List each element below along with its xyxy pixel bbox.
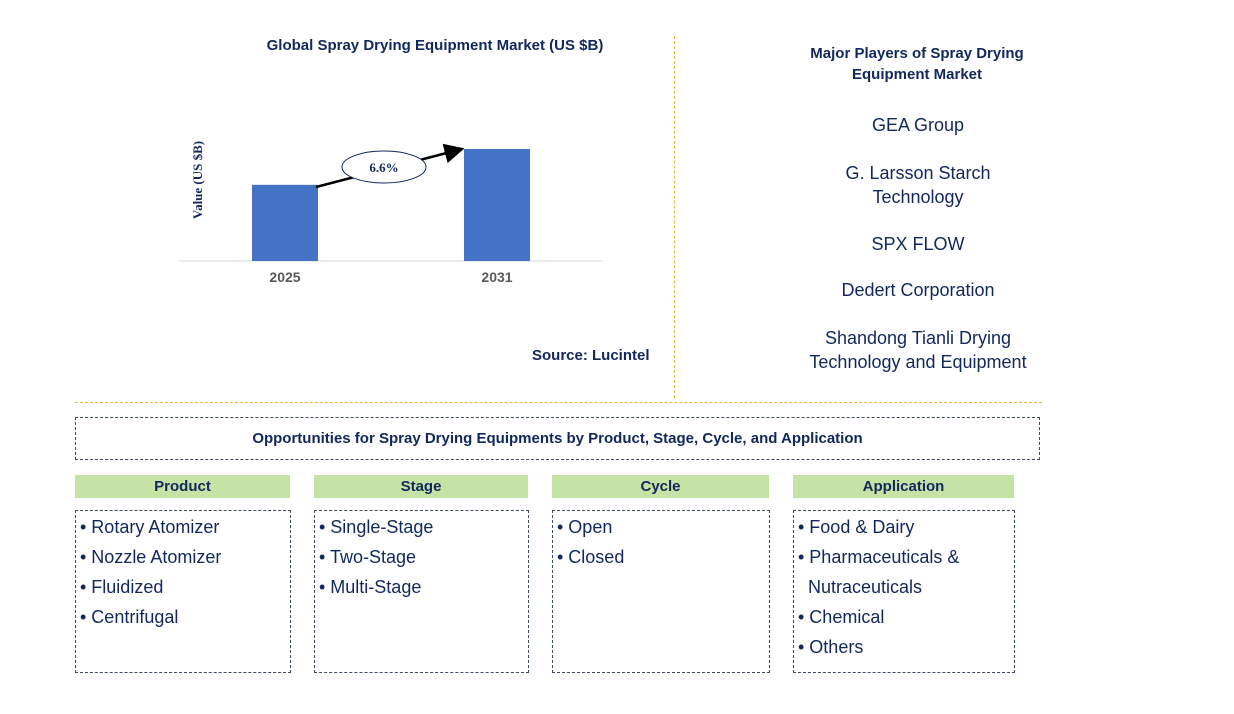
segment-item: • Open — [557, 517, 613, 537]
segment-item: Nutraceuticals — [808, 577, 923, 597]
segment-item: • Centrifugal — [80, 607, 179, 627]
segment-header-application: Application — [793, 475, 1014, 498]
player-gea-group: GEA Group — [780, 113, 1056, 137]
player-name-line: Technology and Equipment — [809, 352, 1027, 372]
segment-item: • Food & Dairy — [798, 517, 915, 537]
segment-item: • Single-Stage — [319, 517, 434, 537]
chart-title: Global Spray Drying Equipment Market (US… — [266, 37, 604, 54]
segment-item: • Two-Stage — [319, 547, 417, 567]
segment-item: • Multi-Stage — [319, 577, 422, 597]
player-g-larsson: G. Larsson Starch Technology — [780, 161, 1056, 209]
player-dedert: Dedert Corporation — [780, 278, 1056, 302]
players-title-line: Equipment Market — [851, 66, 983, 83]
segment-item: • Rotary Atomizer — [80, 517, 220, 537]
segment-item: • Chemical — [798, 607, 885, 627]
segment-header-cycle: Cycle — [552, 475, 769, 498]
segment-header-product: Product — [75, 475, 290, 498]
segment-item: • Nozzle Atomizer — [80, 547, 222, 567]
segment-item: • Others — [798, 637, 864, 657]
cagr-label: 6.6% — [369, 160, 398, 175]
segment-item: • Pharmaceuticals & — [798, 547, 960, 567]
x-tick-label-2031: 2031 — [481, 269, 512, 285]
opportunities-title: Opportunities for Spray Drying Equipment… — [252, 430, 863, 447]
opportunities-box — [75, 417, 1040, 460]
players-title-line: Major Players of Spray Drying — [810, 45, 1024, 62]
segment-list-product: • Rotary Atomizer • Nozzle Atomizer • Fl… — [75, 510, 291, 673]
segment-item: • Fluidized — [80, 577, 164, 597]
player-name-line: G. Larsson Starch — [845, 163, 991, 183]
player-name-line: Shandong Tianli Drying — [824, 328, 1012, 348]
player-spx-flow: SPX FLOW — [780, 232, 1056, 256]
bar-2025 — [252, 184, 318, 261]
y-axis-label: Value (US $B) — [190, 141, 205, 219]
bar-2031 — [464, 149, 530, 261]
segment-item: • Closed — [557, 547, 625, 567]
player-name-line: Technology — [872, 187, 964, 207]
segment-list-application: • Food & Dairy • Pharmaceuticals & Nutra… — [793, 510, 1015, 673]
segment-list-cycle: • Open • Closed — [552, 510, 770, 673]
vertical-divider — [674, 36, 675, 398]
player-shandong-tianli: Shandong Tianli Drying Technology and Eq… — [780, 326, 1056, 374]
source-label: Source: Lucintel — [532, 347, 650, 364]
cagr-ellipse — [341, 150, 427, 184]
player-name-line: Dedert Corporation — [841, 280, 995, 300]
player-name-line: GEA Group — [871, 115, 965, 135]
horizontal-divider — [75, 402, 1042, 403]
segment-header-stage: Stage — [314, 475, 528, 498]
x-tick-label-2025: 2025 — [269, 269, 300, 285]
segment-list-stage: • Single-Stage • Two-Stage • Multi-Stage — [314, 510, 529, 673]
player-name-line: SPX FLOW — [871, 234, 965, 254]
players-title: Major Players of Spray Drying Equipment … — [790, 43, 1044, 85]
bar-chart: Value (US $B) 2025 2031 6.6% — [179, 141, 603, 285]
